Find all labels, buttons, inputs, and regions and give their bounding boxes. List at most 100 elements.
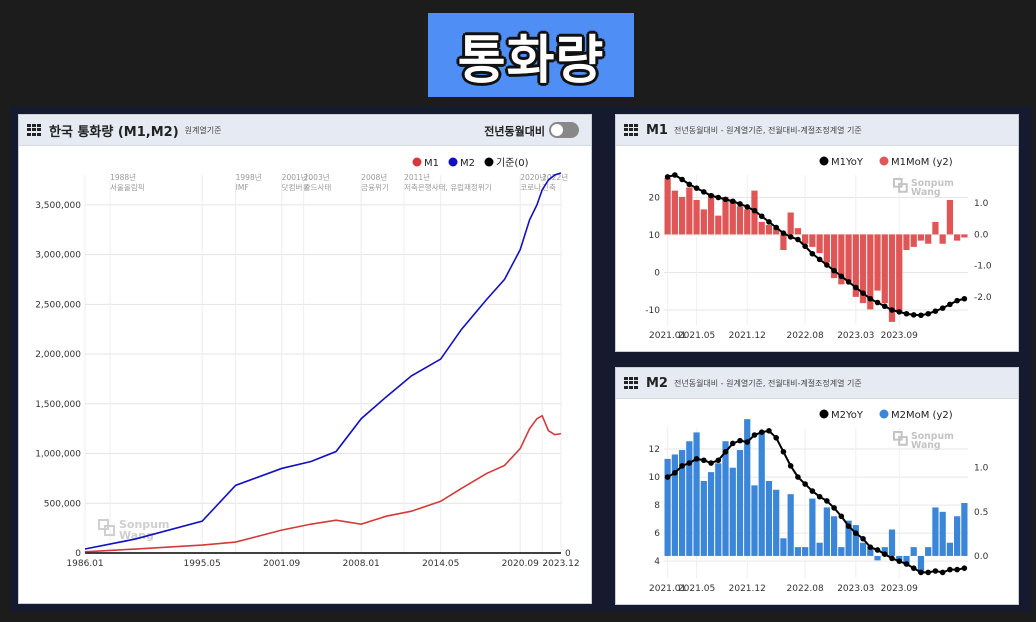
x-tick-label: 2021.05	[678, 331, 715, 341]
mom-bar	[794, 228, 802, 235]
event-label: 2001년	[282, 172, 308, 182]
mom-bar	[802, 547, 809, 556]
y-tick-label: 0	[654, 269, 660, 279]
yoy-point	[701, 189, 707, 195]
mom-bar	[765, 225, 773, 235]
m2-panel: M2 전년동월대비 - 원계열기준, 전월대비-계절조정계열 기준 4 6 8 10 1…	[615, 367, 1019, 605]
grid-menu-icon[interactable]	[624, 377, 638, 389]
mom-bar	[859, 234, 867, 304]
mom-bar	[852, 525, 859, 556]
mom-bar	[838, 234, 845, 285]
mom-bar	[838, 547, 845, 556]
event-label: 닷컴버블	[282, 182, 310, 192]
legend-label: M1YoY	[831, 157, 864, 168]
yoy-point	[889, 555, 895, 562]
x-tick-label: 2023.12	[542, 559, 579, 569]
legend-label: M1	[424, 158, 439, 169]
x-tick-label: 2023.03	[837, 584, 874, 594]
mom-bar	[961, 234, 968, 238]
mom-bar	[794, 547, 802, 556]
mom-bar	[751, 485, 758, 556]
grid-menu-icon[interactable]	[27, 124, 41, 136]
mom-bar	[823, 234, 830, 263]
yoy-point	[708, 192, 714, 199]
y-tick-label: 0	[75, 549, 81, 559]
yoy-point	[758, 213, 765, 220]
mom-bar	[946, 200, 954, 235]
mom-bar	[809, 234, 816, 247]
yoy-point	[672, 470, 678, 476]
yoy-point	[686, 460, 693, 466]
y-tick-label: 10	[649, 231, 661, 241]
yoy-point	[845, 523, 852, 529]
m2-series-line	[84, 172, 562, 550]
event-label: 카드사태	[304, 183, 332, 192]
yoy-point	[693, 456, 700, 462]
mom-bar	[715, 463, 722, 556]
legend-marker	[412, 157, 422, 167]
event-label: 긴축	[542, 182, 556, 192]
y2-tick-label: 0.0	[974, 552, 989, 562]
yoy-toggle[interactable]	[549, 122, 579, 138]
x-tick-label: 2021.12	[729, 584, 766, 594]
panel-subtitle: 전년동월대비 - 원계열기준, 전월대비-계절조정계열 기준	[673, 125, 862, 135]
yoy-point	[737, 201, 743, 207]
yoy-point	[679, 463, 685, 469]
mom-bar	[816, 234, 823, 254]
toggle-knob	[551, 124, 563, 136]
mom-bar	[874, 234, 881, 291]
x-tick-label: 2021.01	[649, 331, 686, 341]
mom-bar	[686, 187, 693, 235]
yoy-point	[824, 498, 830, 504]
y2-tick-label: 0.5	[974, 508, 988, 518]
yoy-point	[787, 234, 794, 240]
x-tick-label: 2020.09	[502, 559, 539, 569]
mom-bar	[722, 441, 729, 556]
yoy-point	[853, 530, 859, 536]
mom-bar	[707, 472, 715, 556]
yoy-point	[816, 493, 823, 500]
mom-bar	[671, 190, 678, 235]
mom-bar	[852, 234, 859, 297]
yoy-point	[903, 310, 910, 317]
y-tick-label: 3,000,000	[35, 251, 81, 261]
yoy-point	[715, 457, 722, 464]
mom-bar	[758, 432, 765, 556]
mom-bar	[736, 206, 744, 235]
mom-bar	[664, 178, 671, 235]
event-label: IMF	[236, 183, 249, 192]
mom-bar	[888, 529, 896, 556]
x-tick-label: 1995.05	[184, 559, 221, 569]
grid-menu-icon[interactable]	[624, 124, 638, 136]
event-label: 1998년	[236, 172, 262, 182]
mom-bar	[686, 441, 693, 556]
yoy-point	[686, 181, 693, 188]
mom-bar	[896, 555, 903, 561]
panel-title: M2	[646, 375, 668, 391]
yoy-point	[831, 267, 837, 274]
mom-bar	[722, 196, 729, 235]
money-supply-chart: 0 500,000 1,000,000 1,500,000 2,000,000 2,500…	[35, 157, 579, 569]
yoy-point	[939, 569, 946, 576]
legend-label: M1MoM (y2)	[891, 157, 953, 168]
mom-bar	[954, 234, 961, 241]
mom-bar	[881, 234, 888, 304]
panel-header: 한국 통화량 (M1,M2) 원계열기준 전년동월대비	[19, 115, 591, 146]
mom-bar	[744, 209, 751, 235]
mom-bar	[910, 234, 917, 247]
yoy-point	[881, 303, 888, 310]
event-label: 금융위기	[361, 183, 389, 192]
yoy-point	[664, 474, 671, 480]
event-label: 코로나	[520, 183, 541, 192]
mom-bar	[932, 221, 939, 235]
mom-bar	[693, 200, 700, 235]
yoy-point	[910, 312, 917, 318]
event-label: 2003년	[304, 172, 330, 182]
panel-header: M2 전년동월대비 - 원계열기준, 전월대비-계절조정계열 기준	[616, 368, 1018, 399]
